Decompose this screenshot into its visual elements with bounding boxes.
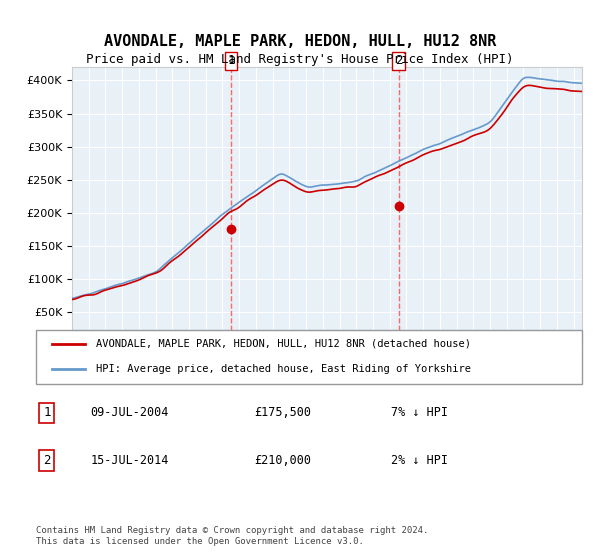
Text: 1: 1	[43, 407, 50, 419]
Text: 1: 1	[227, 54, 235, 67]
Text: 09-JUL-2004: 09-JUL-2004	[91, 407, 169, 419]
Text: 2% ↓ HPI: 2% ↓ HPI	[391, 454, 448, 467]
Text: AVONDALE, MAPLE PARK, HEDON, HULL, HU12 8NR: AVONDALE, MAPLE PARK, HEDON, HULL, HU12 …	[104, 34, 496, 49]
Text: 15-JUL-2014: 15-JUL-2014	[91, 454, 169, 467]
Text: Contains HM Land Registry data © Crown copyright and database right 2024.
This d: Contains HM Land Registry data © Crown c…	[36, 526, 428, 546]
Text: £210,000: £210,000	[254, 454, 311, 467]
Text: HPI: Average price, detached house, East Riding of Yorkshire: HPI: Average price, detached house, East…	[96, 363, 471, 374]
Text: 2: 2	[395, 54, 403, 67]
Text: £175,500: £175,500	[254, 407, 311, 419]
FancyBboxPatch shape	[36, 330, 582, 384]
Text: 7% ↓ HPI: 7% ↓ HPI	[391, 407, 448, 419]
Text: AVONDALE, MAPLE PARK, HEDON, HULL, HU12 8NR (detached house): AVONDALE, MAPLE PARK, HEDON, HULL, HU12 …	[96, 339, 471, 349]
Text: Price paid vs. HM Land Registry's House Price Index (HPI): Price paid vs. HM Land Registry's House …	[86, 53, 514, 66]
Text: 2: 2	[43, 454, 50, 467]
